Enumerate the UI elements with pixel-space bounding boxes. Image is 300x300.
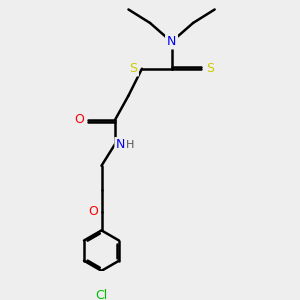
Text: N: N [167, 35, 176, 48]
Text: H: H [126, 140, 134, 150]
Text: S: S [129, 62, 137, 75]
Text: S: S [128, 62, 138, 76]
Text: S: S [205, 62, 215, 76]
Text: O: O [88, 205, 98, 218]
Text: S: S [206, 62, 214, 75]
Text: Cl: Cl [95, 289, 108, 300]
Text: Cl: Cl [94, 288, 109, 300]
Text: O: O [74, 113, 85, 127]
Text: N: N [116, 138, 126, 151]
Text: N: N [166, 35, 177, 49]
Text: O: O [74, 113, 84, 126]
Text: O: O [88, 205, 99, 218]
Text: N: N [115, 138, 127, 152]
